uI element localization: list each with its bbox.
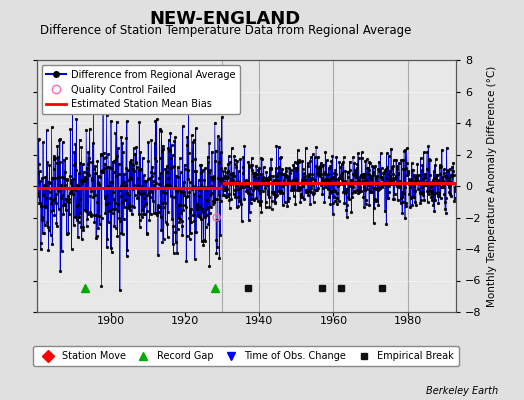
Text: 1980: 1980 (394, 316, 422, 326)
Legend: Difference from Regional Average, Quality Control Failed, Estimated Station Mean: Difference from Regional Average, Qualit… (41, 65, 240, 114)
Y-axis label: Monthly Temperature Anomaly Difference (°C): Monthly Temperature Anomaly Difference (… (487, 65, 497, 307)
Legend: Station Move, Record Gap, Time of Obs. Change, Empirical Break: Station Move, Record Gap, Time of Obs. C… (34, 346, 459, 366)
Text: 1920: 1920 (171, 316, 199, 326)
Text: Difference of Station Temperature Data from Regional Average: Difference of Station Temperature Data f… (40, 24, 411, 37)
Text: 1960: 1960 (320, 316, 347, 326)
Text: NEW-ENGLAND: NEW-ENGLAND (150, 10, 301, 28)
Text: 1940: 1940 (245, 316, 274, 326)
Point (212, 214, 221, 221)
Text: 1900: 1900 (97, 316, 125, 326)
Text: Berkeley Earth: Berkeley Earth (425, 386, 498, 396)
